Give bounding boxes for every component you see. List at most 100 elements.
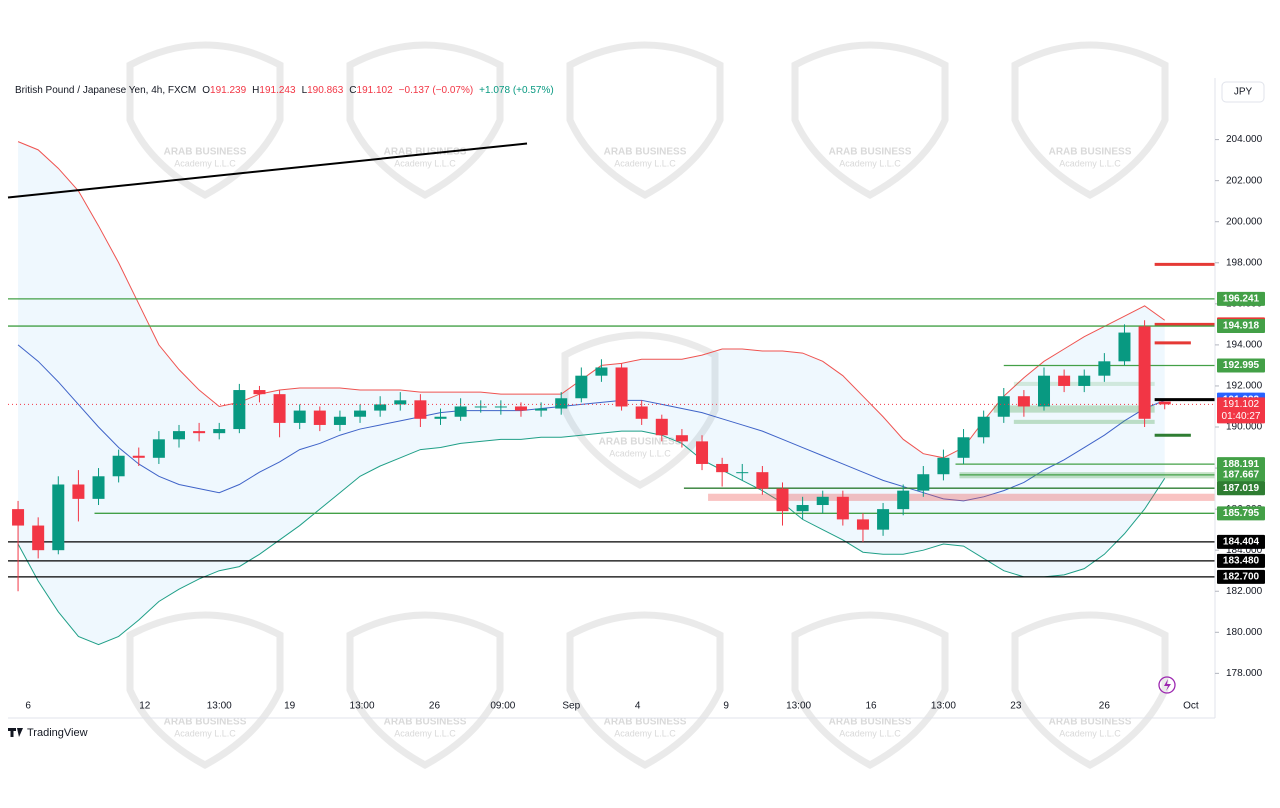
watermark-shield bbox=[126, 611, 284, 769]
candle-body bbox=[655, 418, 668, 436]
candle-body bbox=[716, 463, 729, 473]
level-label-box bbox=[1217, 457, 1265, 472]
candle-body bbox=[997, 396, 1010, 417]
candle-body bbox=[494, 406, 507, 408]
level-label: 182.700 bbox=[1223, 572, 1260, 583]
change: −0.137 (−0.07%) bbox=[399, 85, 474, 96]
candle-body bbox=[535, 408, 548, 411]
y-tick-label: 182.000 bbox=[1226, 586, 1263, 597]
x-tick-label: 9 bbox=[723, 701, 729, 712]
candle-body bbox=[233, 390, 246, 430]
alert-icon[interactable] bbox=[1158, 676, 1176, 694]
watermark-subtitle: Academy L.L.C bbox=[839, 728, 901, 738]
watermark-shield bbox=[346, 611, 504, 769]
candle-body bbox=[877, 509, 890, 530]
change-2: +1.078 (+0.57%) bbox=[479, 85, 554, 96]
last-price-box bbox=[1217, 397, 1265, 424]
candle-body bbox=[394, 400, 407, 405]
x-tick-label: 23 bbox=[1010, 701, 1022, 712]
watermark-title: ARAB BUSINESS bbox=[604, 147, 687, 158]
candle-body bbox=[213, 429, 226, 434]
currency[interactable]: JPY bbox=[1234, 87, 1253, 98]
candle-body bbox=[937, 457, 950, 475]
plot: 6 12 13:00 19 13:00 26 09:00 Sep 4 9 13:00 16 13:00 2… bbox=[7, 141, 1215, 712]
candle-body bbox=[1078, 375, 1091, 386]
band-upper bbox=[17, 141, 1165, 459]
level-label: 194.918 bbox=[1223, 321, 1260, 332]
watermark-subtitle: Academy L.L.C bbox=[394, 728, 456, 738]
candle-body bbox=[1158, 401, 1171, 405]
watermark-shield bbox=[566, 41, 724, 199]
candle-body bbox=[333, 416, 346, 425]
level-label-box bbox=[1217, 534, 1265, 549]
trendline bbox=[7, 142, 528, 199]
watermark-title: ARAB BUSINESS bbox=[164, 147, 247, 158]
ohlc-key: H bbox=[252, 85, 259, 96]
zone bbox=[1013, 419, 1155, 424]
x-tick-label: 13:00 bbox=[207, 701, 232, 712]
zone bbox=[708, 493, 1215, 501]
watermark-subtitle: Academy L.L.C bbox=[839, 158, 901, 168]
watermark-title: ARAB BUSINESS bbox=[384, 717, 467, 728]
x-tick-label: 26 bbox=[429, 701, 441, 712]
watermark-subtitle: Academy L.L.C bbox=[1059, 728, 1121, 738]
candle-body bbox=[434, 416, 447, 419]
candle-body bbox=[52, 484, 65, 551]
y-tick-label: 178.000 bbox=[1226, 668, 1263, 679]
candle-body bbox=[112, 455, 125, 477]
watermark-subtitle: Academy L.L.C bbox=[1059, 158, 1121, 168]
watermark-title: ARAB BUSINESS bbox=[829, 147, 912, 158]
level-label-box bbox=[1217, 358, 1265, 373]
x-tick-label: 16 bbox=[865, 701, 877, 712]
candle-body bbox=[1118, 332, 1131, 362]
candle-body bbox=[313, 410, 326, 425]
ohlc-value: 191.102 bbox=[357, 85, 394, 96]
currency-button[interactable] bbox=[1221, 81, 1265, 103]
candle-body bbox=[977, 416, 990, 438]
symbol: British Pound / Japanese Yen, 4h, FXCM bbox=[15, 85, 196, 96]
price-axis: 178.000180.000182.000184.000186.000188.0… bbox=[1215, 134, 1265, 679]
watermark-title: ARAB BUSINESS bbox=[1049, 147, 1132, 158]
alert-bolt bbox=[1164, 679, 1171, 691]
candle-body bbox=[776, 488, 789, 512]
candle-body bbox=[635, 406, 648, 419]
y-tick-label: 184.000 bbox=[1226, 545, 1263, 556]
candle-body bbox=[32, 525, 45, 551]
y-tick-label: 180.000 bbox=[1226, 627, 1263, 638]
candle-body bbox=[273, 394, 286, 423]
zone bbox=[993, 405, 1155, 413]
candle-body bbox=[474, 406, 487, 408]
x-tick-label: 6 bbox=[25, 701, 31, 712]
level-label: 183.480 bbox=[1223, 556, 1260, 567]
candle-body bbox=[736, 472, 749, 474]
level-label-box bbox=[1217, 481, 1265, 496]
candle-body bbox=[796, 505, 809, 512]
candle-body bbox=[555, 398, 568, 409]
candle-body bbox=[152, 439, 165, 458]
x-tick-label: 12 bbox=[139, 701, 151, 712]
level-label: 196.241 bbox=[1223, 294, 1260, 305]
ohlc-value: 191.243 bbox=[259, 85, 296, 96]
x-tick-label: 4 bbox=[635, 701, 641, 712]
candle-body bbox=[92, 476, 105, 499]
x-tick-label: Sep bbox=[562, 701, 580, 712]
watermark-subtitle: Academy L.L.C bbox=[614, 158, 676, 168]
y-tick-label: 202.000 bbox=[1226, 175, 1263, 186]
candle-body bbox=[1058, 375, 1071, 386]
watermark-title: ARAB BUSINESS bbox=[829, 717, 912, 728]
candle-body bbox=[454, 406, 467, 417]
watermark-shield bbox=[1011, 611, 1169, 769]
watermark-title: ARAB BUSINESS bbox=[599, 437, 682, 448]
level-label: 192.995 bbox=[1223, 360, 1260, 371]
last-price-label: 191.102 bbox=[1223, 399, 1260, 410]
watermark-shield bbox=[566, 611, 724, 769]
level-label: 187.667 bbox=[1223, 470, 1260, 481]
candle-body bbox=[414, 400, 427, 419]
watermark-title: ARAB BUSINESS bbox=[1049, 717, 1132, 728]
candle-body bbox=[293, 410, 306, 423]
watermark-shield bbox=[791, 41, 949, 199]
level-label: 187.019 bbox=[1223, 483, 1260, 494]
candle-body bbox=[917, 474, 930, 491]
ohlc-key: O bbox=[202, 85, 210, 96]
candle-body bbox=[836, 496, 849, 520]
